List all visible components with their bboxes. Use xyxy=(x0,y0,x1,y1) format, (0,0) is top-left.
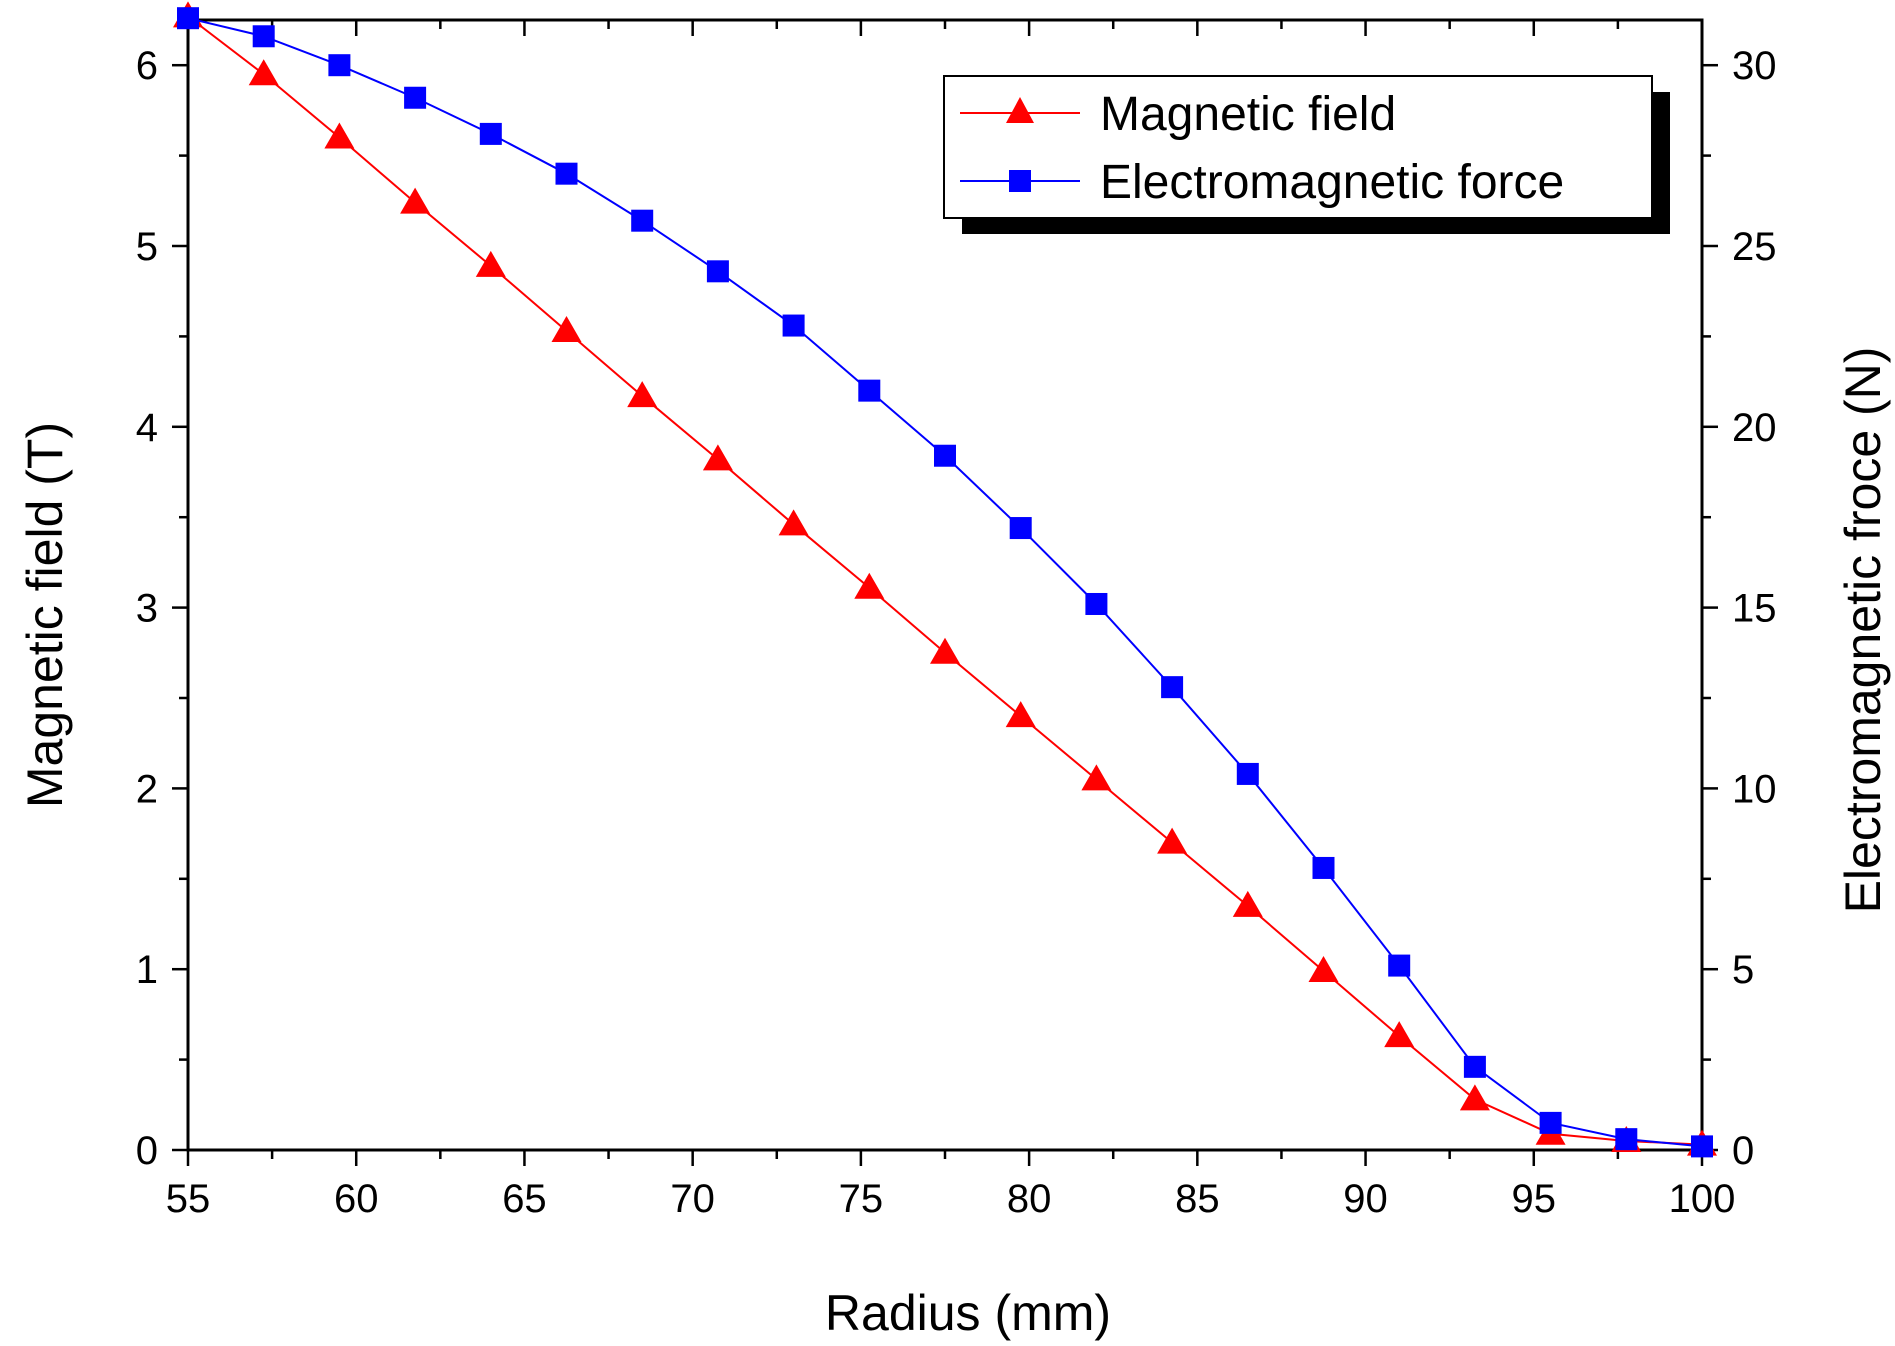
y2-tick-label: 30 xyxy=(1732,44,1777,88)
point-magnetic-field xyxy=(1384,1021,1415,1048)
point-electromagnetic-force xyxy=(706,260,729,283)
point-electromagnetic-force xyxy=(934,444,956,467)
point-electromagnetic-force xyxy=(404,86,427,109)
point-magnetic-field xyxy=(930,637,960,664)
point-magnetic-field xyxy=(1081,764,1112,791)
x-tick-label: 100 xyxy=(1669,1177,1736,1221)
x-tick-label: 95 xyxy=(1512,1177,1557,1221)
y2-tick-label: 0 xyxy=(1732,1129,1754,1173)
y2-tick-label: 20 xyxy=(1732,406,1777,450)
x-tick-label: 70 xyxy=(670,1177,715,1221)
legend-marker-square xyxy=(1009,170,1031,192)
point-magnetic-field xyxy=(778,509,809,536)
x-tick-label: 80 xyxy=(1007,1177,1052,1221)
y2-tick-label: 25 xyxy=(1732,225,1777,269)
x-tick-label: 85 xyxy=(1175,1177,1220,1221)
y-tick-label: 6 xyxy=(136,44,158,88)
point-electromagnetic-force xyxy=(858,379,881,402)
y2-tick-label: 15 xyxy=(1732,587,1777,631)
point-magnetic-field xyxy=(854,572,885,599)
x-tick-label: 55 xyxy=(166,1177,211,1221)
point-electromagnetic-force xyxy=(1009,517,1032,540)
point-electromagnetic-force xyxy=(631,209,654,232)
point-electromagnetic-force xyxy=(1691,1135,1713,1158)
x-tick-label: 75 xyxy=(839,1177,884,1221)
x-axis-title: Radius (mm) xyxy=(825,1285,1111,1341)
legend: Magnetic field Electromagnetic force xyxy=(943,75,1670,234)
point-electromagnetic-force xyxy=(1161,676,1184,699)
point-electromagnetic-force xyxy=(177,7,199,30)
x-tick-label: 60 xyxy=(334,1177,379,1221)
point-electromagnetic-force xyxy=(782,314,805,337)
point-magnetic-field xyxy=(324,122,355,149)
point-electromagnetic-force xyxy=(1539,1111,1562,1134)
legend-marker-triangle xyxy=(1006,97,1034,123)
point-magnetic-field xyxy=(1157,827,1188,854)
point-electromagnetic-force xyxy=(1236,762,1259,785)
legend-label-magnetic-field: Magnetic field xyxy=(1100,88,1396,141)
y-tick-label: 4 xyxy=(136,406,158,450)
y-tick-label: 0 xyxy=(136,1129,158,1173)
y2-tick-label: 10 xyxy=(1732,767,1777,811)
y2-axis-title: Electromagnetic froce (N) xyxy=(1835,347,1891,914)
point-electromagnetic-force xyxy=(1463,1055,1486,1078)
y-axis-title: Magnetic field (T) xyxy=(17,422,73,808)
x-tick-label: 90 xyxy=(1343,1177,1388,1221)
y-tick-label: 3 xyxy=(136,587,158,631)
y-tick-label: 5 xyxy=(136,225,158,269)
point-magnetic-field xyxy=(627,381,658,408)
y-tick-label: 2 xyxy=(136,767,158,811)
point-magnetic-field xyxy=(702,444,733,471)
point-electromagnetic-force xyxy=(479,122,502,145)
point-magnetic-field xyxy=(551,315,582,342)
point-electromagnetic-force xyxy=(328,54,351,77)
point-magnetic-field xyxy=(1005,701,1036,728)
point-electromagnetic-force xyxy=(252,25,275,48)
legend-box xyxy=(943,75,1653,219)
point-electromagnetic-force xyxy=(1615,1128,1638,1151)
y-tick-label: 1 xyxy=(136,948,158,992)
point-magnetic-field xyxy=(475,250,506,277)
point-magnetic-field xyxy=(1459,1084,1490,1111)
point-electromagnetic-force xyxy=(555,162,578,185)
y2-tick-label: 5 xyxy=(1732,948,1754,992)
point-electromagnetic-force xyxy=(1388,954,1411,977)
legend-label-electromagnetic-force: Electromagnetic force xyxy=(1100,156,1564,209)
point-magnetic-field xyxy=(400,187,431,214)
x-tick-label: 65 xyxy=(502,1177,547,1221)
point-electromagnetic-force xyxy=(1312,856,1335,879)
point-electromagnetic-force xyxy=(1085,592,1108,615)
point-magnetic-field xyxy=(1308,956,1339,983)
point-magnetic-field xyxy=(1232,890,1263,917)
point-magnetic-field xyxy=(248,59,279,86)
